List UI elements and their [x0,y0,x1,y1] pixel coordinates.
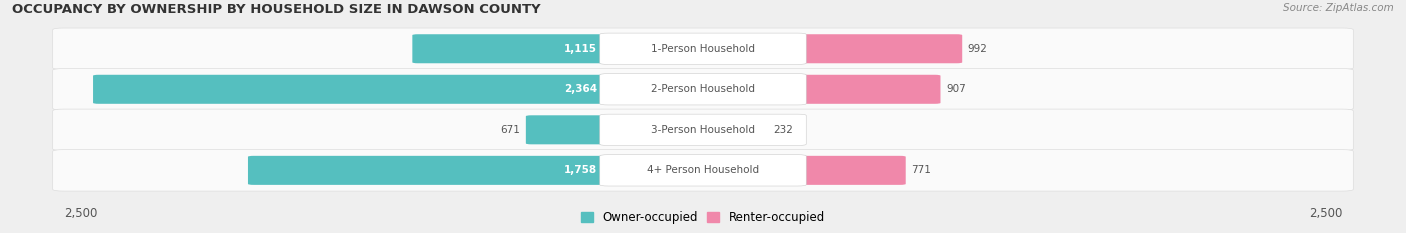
Text: 992: 992 [967,44,987,54]
Text: 2-Person Household: 2-Person Household [651,84,755,94]
FancyBboxPatch shape [600,74,806,105]
Text: 671: 671 [501,125,520,135]
Text: 1,115: 1,115 [564,44,598,54]
Text: OCCUPANCY BY OWNERSHIP BY HOUSEHOLD SIZE IN DAWSON COUNTY: OCCUPANCY BY OWNERSHIP BY HOUSEHOLD SIZE… [11,3,540,16]
FancyBboxPatch shape [600,155,806,186]
FancyBboxPatch shape [526,115,709,144]
Text: 2,364: 2,364 [564,84,598,94]
FancyBboxPatch shape [600,33,806,64]
FancyBboxPatch shape [697,75,941,104]
Text: 232: 232 [773,125,793,135]
FancyBboxPatch shape [697,34,962,63]
Text: 2,500: 2,500 [63,207,97,220]
FancyBboxPatch shape [697,156,905,185]
Text: Source: ZipAtlas.com: Source: ZipAtlas.com [1284,3,1395,13]
Text: 907: 907 [946,84,966,94]
FancyBboxPatch shape [697,115,768,144]
FancyBboxPatch shape [52,28,1354,69]
FancyBboxPatch shape [52,69,1354,110]
FancyBboxPatch shape [600,114,806,145]
Legend: Owner-occupied, Renter-occupied: Owner-occupied, Renter-occupied [579,209,827,226]
FancyBboxPatch shape [52,109,1354,151]
Text: 1,758: 1,758 [564,165,598,175]
FancyBboxPatch shape [52,150,1354,191]
FancyBboxPatch shape [247,156,709,185]
Text: 2,500: 2,500 [1309,207,1343,220]
Text: 1-Person Household: 1-Person Household [651,44,755,54]
Text: 4+ Person Household: 4+ Person Household [647,165,759,175]
Text: 3-Person Household: 3-Person Household [651,125,755,135]
Text: 771: 771 [911,165,931,175]
FancyBboxPatch shape [93,75,709,104]
FancyBboxPatch shape [412,34,709,63]
